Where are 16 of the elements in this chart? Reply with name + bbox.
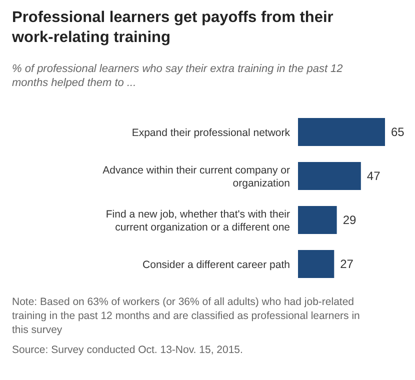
text: Professional learners get payoffs from their work-relating training [11, 9, 334, 46]
bar [298, 162, 361, 190]
data-label: 27 [340, 257, 354, 271]
y-tick-label: Find a new job, whether that's with their current organization or a different one [106, 208, 290, 234]
source-note: Source: Survey conducted Oct. 13-Nov. 15, 2015. [12, 344, 243, 356]
data-label: 29 [342, 213, 356, 227]
y-tick-label: Consider a different career path [142, 259, 290, 271]
text: Note: Based on 63% of workers (or 36% of all adults) who had job-related training in the past 12 months and are classified as professional learners in this survey [12, 296, 360, 336]
data-label: 47 [366, 169, 381, 183]
bar [298, 206, 337, 234]
text: % of professional learners who say their extra training in the past 12 months helped them to ... [12, 63, 343, 89]
bar [298, 118, 385, 146]
y-tick-label: Advance within their current company or organization [102, 164, 290, 190]
y-tick-label: Expand their professional network [132, 127, 291, 139]
bar [298, 250, 334, 278]
data-label: 65 [391, 125, 405, 139]
